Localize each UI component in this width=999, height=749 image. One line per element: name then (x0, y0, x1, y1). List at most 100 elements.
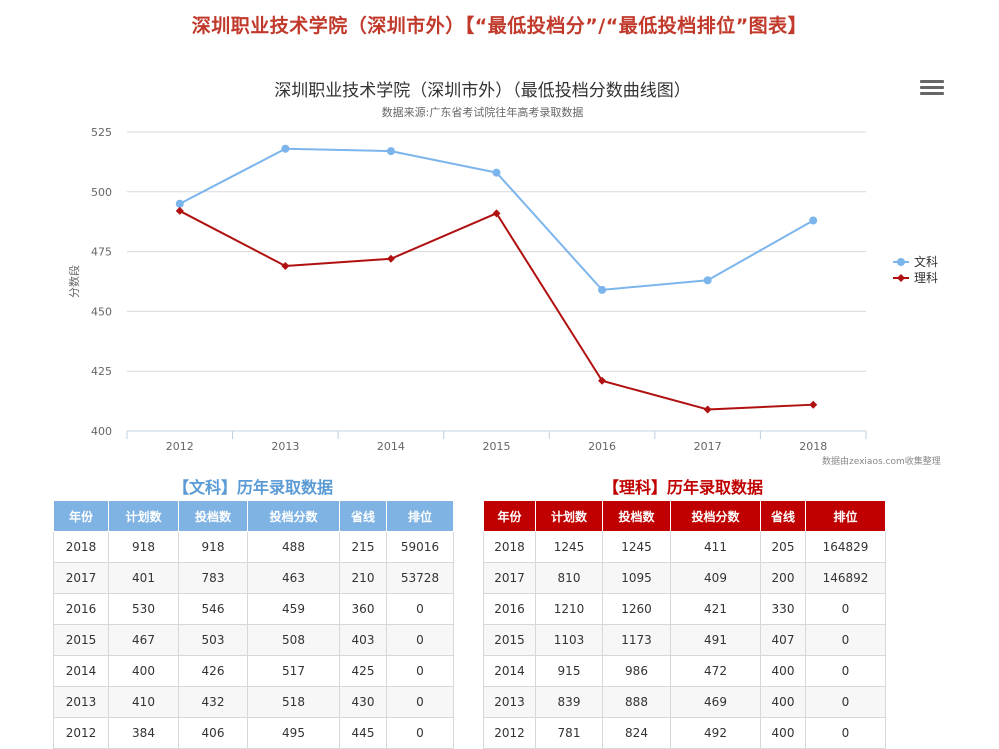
table-cell: 508 (247, 624, 340, 656)
table-cell: 546 (178, 593, 248, 625)
data-point (809, 400, 818, 409)
table-cell: 421 (670, 593, 761, 625)
table-cell: 2012 (483, 717, 536, 749)
wen-table-title: 【文科】历年录取数据 (172, 478, 333, 497)
table-cell: 406 (178, 717, 248, 749)
table-header: 排位 (805, 500, 886, 532)
table-header: 年份 (53, 500, 109, 532)
y-tick-label: 525 (91, 126, 112, 139)
legend-label: 理科 (914, 271, 938, 285)
table-header: 计划数 (108, 500, 179, 532)
table-cell: 0 (805, 717, 886, 749)
table-cell: 410 (108, 686, 179, 718)
li-table-title: 【理科】历年录取数据 (602, 478, 763, 497)
li-data-table: 年份 计划数 投档数 投档分数 省线 排位 2018 1245 1245 411 205… (483, 500, 886, 749)
table-cell: 503 (178, 624, 248, 656)
table-header: 省线 (339, 500, 387, 532)
table-cell: 215 (339, 531, 387, 563)
table-cell: 2013 (53, 686, 109, 718)
table-cell: 810 (535, 562, 603, 594)
table-row: 2013 410 432 518 430 0 (53, 686, 454, 718)
table-cell: 0 (805, 686, 886, 718)
table-header: 计划数 (535, 500, 603, 532)
chart-container: 深圳职业技术学院（深圳市外）（最低投档分数曲线图） 数据来源:广东省考试院往年高… (0, 60, 999, 470)
table-cell: 463 (247, 562, 340, 594)
x-tick-label: 2018 (799, 440, 827, 453)
data-point (281, 144, 290, 153)
table-cell: 409 (670, 562, 761, 594)
table-row: 2016 530 546 459 360 0 (53, 593, 454, 625)
table-cell: 1210 (535, 593, 603, 625)
x-tick-label: 2013 (271, 440, 299, 453)
chart-subtitle: 数据来源:广东省考试院往年高考录取数据 (381, 106, 584, 119)
legend-marker (897, 274, 905, 282)
table-cell: 1103 (535, 624, 603, 656)
series-line-2 (179, 210, 814, 411)
y-tick-label: 500 (91, 186, 112, 199)
chart-credit[interactable]: 数据由zexiaos.com收集整理 (822, 457, 941, 467)
table-cell: 2015 (483, 624, 536, 656)
x-tick-label: 2012 (166, 440, 194, 453)
table-row: 2016 1210 1260 421 330 0 (483, 593, 886, 625)
table-cell: 146892 (805, 562, 886, 594)
table-cell: 59016 (386, 531, 454, 563)
table-cell: 1245 (602, 531, 671, 563)
table-cell: 432 (178, 686, 248, 718)
table-cell: 445 (339, 717, 387, 749)
table-cell: 839 (535, 686, 603, 718)
data-point (703, 276, 712, 285)
table-cell: 0 (805, 624, 886, 656)
table-cell: 492 (670, 717, 761, 749)
table-cell: 407 (760, 624, 806, 656)
table-cell: 2014 (483, 655, 536, 687)
table-cell: 488 (247, 531, 340, 563)
table-cell: 783 (178, 562, 248, 594)
table-cell: 430 (339, 686, 387, 718)
table-row: 2017 810 1095 409 200 146892 (483, 562, 886, 594)
data-point (703, 405, 712, 414)
data-point (386, 147, 395, 156)
table-row: 2015 1103 1173 491 407 0 (483, 624, 886, 656)
y-tick-label: 400 (91, 425, 112, 438)
table-cell: 986 (602, 655, 671, 687)
table-cell: 0 (386, 717, 454, 749)
y-tick-label: 475 (91, 246, 112, 259)
hamburger-menu-icon[interactable] (920, 80, 944, 100)
table-cell: 2016 (53, 593, 109, 625)
table-cell: 469 (670, 686, 761, 718)
table-cell: 400 (760, 686, 806, 718)
line-chart: 400 425 450 475 500 525 2012 2013 2014 2015 2016 20… (67, 126, 938, 453)
table-cell: 2018 (53, 531, 109, 563)
legend-label: 文科 (914, 254, 938, 269)
table-cell: 1173 (602, 624, 671, 656)
table-row: 2014 400 426 517 425 0 (53, 655, 454, 687)
table-header-row: 年份 计划数 投档数 投档分数 省线 排位 (483, 500, 886, 532)
table-cell: 918 (178, 531, 248, 563)
table-cell: 425 (339, 655, 387, 687)
table-cell: 1260 (602, 593, 671, 625)
table-cell: 0 (386, 686, 454, 718)
table-row: 2013 839 888 469 400 0 (483, 686, 886, 718)
x-tick-label: 2016 (588, 440, 616, 453)
table-header-row: 年份 计划数 投档数 投档分数 省线 排位 (53, 500, 454, 532)
table-row: 2012 781 824 492 400 0 (483, 717, 886, 749)
table-row: 2012 384 406 495 445 0 (53, 717, 454, 749)
table-cell: 530 (108, 593, 179, 625)
table-cell: 0 (805, 593, 886, 625)
table-cell: 918 (108, 531, 179, 563)
table-cell: 384 (108, 717, 179, 749)
table-cell: 888 (602, 686, 671, 718)
table-cell: 360 (339, 593, 387, 625)
chart-title: 深圳职业技术学院（深圳市外）（最低投档分数曲线图） (274, 81, 691, 101)
table-cell: 0 (386, 655, 454, 687)
data-point (492, 209, 501, 218)
table-cell: 2017 (53, 562, 109, 594)
table-header: 投档数 (178, 500, 248, 532)
table-cell: 472 (670, 655, 761, 687)
table-cell: 403 (339, 624, 387, 656)
table-row: 2017 401 783 463 210 53728 (53, 562, 454, 594)
table-cell: 411 (670, 531, 761, 563)
table-row: 2014 915 986 472 400 0 (483, 655, 886, 687)
table-cell: 2015 (53, 624, 109, 656)
table-header: 投档分数 (247, 500, 340, 532)
